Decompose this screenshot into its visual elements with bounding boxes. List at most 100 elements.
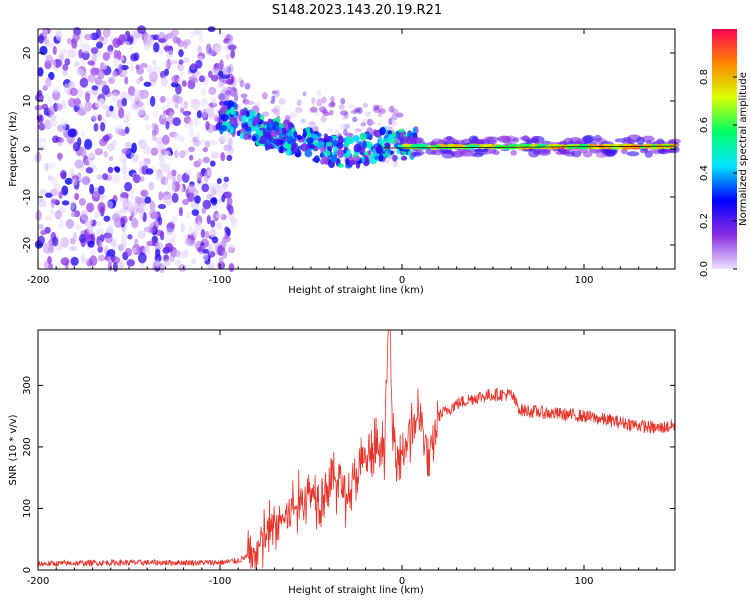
spectrogram-noise-blob	[182, 110, 192, 116]
spectrogram-noise-blob	[114, 166, 121, 173]
spectrogram-noise-blob	[226, 197, 233, 206]
spectrogram-noise-blob	[118, 259, 124, 270]
spectrogram-carrier-blob	[520, 143, 532, 148]
spectrogram-noise-blob	[61, 123, 66, 133]
spectrogram-halo-blob	[239, 79, 245, 88]
spectrogram-noise-blob	[103, 150, 108, 158]
spectrogram-noise-blob	[161, 134, 170, 145]
spectrogram-noise-blob	[201, 87, 206, 97]
spectrogram-noise-blob	[71, 38, 77, 49]
spectrogram-noise-blob	[55, 29, 63, 41]
spectrogram-noise-blob	[120, 231, 128, 243]
spectrogram-noise-blob	[60, 237, 70, 248]
spectrogram-noise-blob	[130, 65, 135, 72]
spectrogram-carrier-halo	[528, 149, 540, 158]
spectrogram-noise-blob	[218, 70, 224, 77]
spectrogram-carrier-halo	[559, 140, 568, 146]
spectrogram-carrier-blob	[452, 144, 465, 148]
spectrogram-noise-blob	[195, 131, 201, 141]
spectrogram-carrier-halo	[519, 136, 530, 141]
spectrogram-halo-blob	[217, 93, 226, 101]
spectrogram-noise-blob	[172, 176, 177, 185]
spectrogram-noise-blob	[224, 226, 229, 233]
spectrogram-noise-blob	[151, 211, 158, 220]
spectrogram-noise-blob	[211, 152, 221, 159]
spectrogram-noise-blob	[208, 86, 217, 96]
spectrogram-echo-blob	[266, 132, 272, 140]
spectrogram-noise-blob	[99, 122, 106, 132]
spectrogram-noise-blob	[145, 123, 150, 131]
spectrogram-noise-blob	[161, 113, 167, 119]
snr-y-axis-label: SNR (10 * v/v)	[8, 414, 19, 485]
spectrogram-noise-blob	[179, 150, 186, 159]
spectrogram-noise-blob	[85, 216, 94, 227]
spectrogram-noise-blob	[189, 131, 195, 138]
spectrogram-halo-blob	[340, 97, 346, 105]
spectrogram-echo-blob	[251, 126, 257, 132]
spectrogram-echo-blob	[319, 146, 327, 153]
spectrogram-echo-blob	[317, 137, 324, 143]
spectrogram-noise-blob	[126, 110, 132, 122]
spectrogram-noise-blob	[207, 243, 213, 254]
spectrogram-halo-blob	[316, 89, 322, 98]
spectrogram-halo-blob	[372, 104, 380, 111]
spectrogram-noise-blob	[220, 134, 228, 143]
spectrogram-halo-blob	[340, 110, 348, 116]
spectrogram-noise-blob	[215, 221, 223, 230]
spectrogram-noise-blob	[136, 104, 145, 116]
spectrogram-noise-blob	[143, 43, 150, 51]
spectrogram-noise-blob	[79, 38, 85, 50]
spectrogram-noise-blob	[205, 47, 214, 56]
snr-frame	[37, 329, 676, 571]
spectrogram-echo-blob	[367, 150, 372, 156]
spectrogram-noise-blob	[166, 97, 171, 108]
spectrogram-noise-blob	[99, 98, 106, 108]
spectrogram-carrier-halo	[555, 150, 567, 155]
spectrogram-noise-blob	[172, 249, 181, 258]
spectrogram-echo-blob	[383, 142, 391, 149]
spectrogram-echo-blob	[312, 134, 319, 141]
spectrogram-echo-blob	[278, 132, 284, 139]
spectrogram-carrier-halo	[404, 137, 418, 143]
spectrogram-noise-blob	[126, 259, 135, 267]
spectrogram-noise-blob	[118, 154, 128, 164]
spectrogram-noise-blob	[49, 208, 55, 216]
spectrogram-noise-blob	[149, 95, 156, 107]
spectrogram-echo-blob	[343, 142, 350, 148]
spectrogram-noise-blob	[129, 45, 134, 52]
spectrogram-noise-blob	[184, 237, 192, 246]
spectrogram-halo-blob	[262, 92, 268, 100]
spectrogram-echo-blob	[219, 125, 228, 131]
spectrogram-echo-blob	[251, 135, 257, 142]
spectrogram-echo-blob	[379, 126, 386, 136]
spectrogram-noise-blob	[155, 259, 160, 269]
spectrogram-carrier-blob	[508, 143, 517, 147]
spectrogram-echo-blob	[221, 114, 229, 122]
spectrogram-noise-blob	[135, 207, 145, 213]
spectrogram-halo-blob	[360, 122, 367, 127]
spectrogram-noise-blob	[167, 170, 173, 180]
spectrogram-noise-blob	[145, 168, 154, 175]
spectrogram-noise-blob	[52, 46, 57, 55]
spectrogram-noise-blob	[118, 107, 125, 119]
spectrogram-noise-blob	[158, 38, 167, 44]
spectrogram-noise-blob	[193, 139, 201, 147]
spectrogram-noise-blob	[67, 81, 74, 90]
spectrogram-echo-blob	[353, 155, 361, 162]
spectrogram-noise-blob	[112, 58, 120, 68]
spectrogram-noise-blob	[92, 112, 98, 122]
spectrogram-carrier-halo	[571, 150, 582, 158]
spectrogram-noise-blob	[224, 191, 233, 199]
spectrogram-noise-blob	[183, 41, 188, 50]
snr-y-ticks: 0 100 200 300	[22, 376, 675, 573]
spectrogram-noise-blob	[223, 184, 228, 193]
spectrogram-noise-blob	[178, 207, 183, 217]
spectrogram-halo-blob	[320, 115, 327, 123]
spectrogram-noise-blob	[78, 85, 84, 97]
spectrogram-noise-blob	[85, 167, 94, 174]
spectrogram-carrier-halo	[414, 150, 425, 156]
spectrogram-echo-blob	[266, 144, 275, 150]
spectrogram-noise-blob	[136, 67, 144, 75]
spectrogram-noise-blob	[74, 223, 82, 231]
spectrogram-noise-blob	[165, 199, 172, 206]
